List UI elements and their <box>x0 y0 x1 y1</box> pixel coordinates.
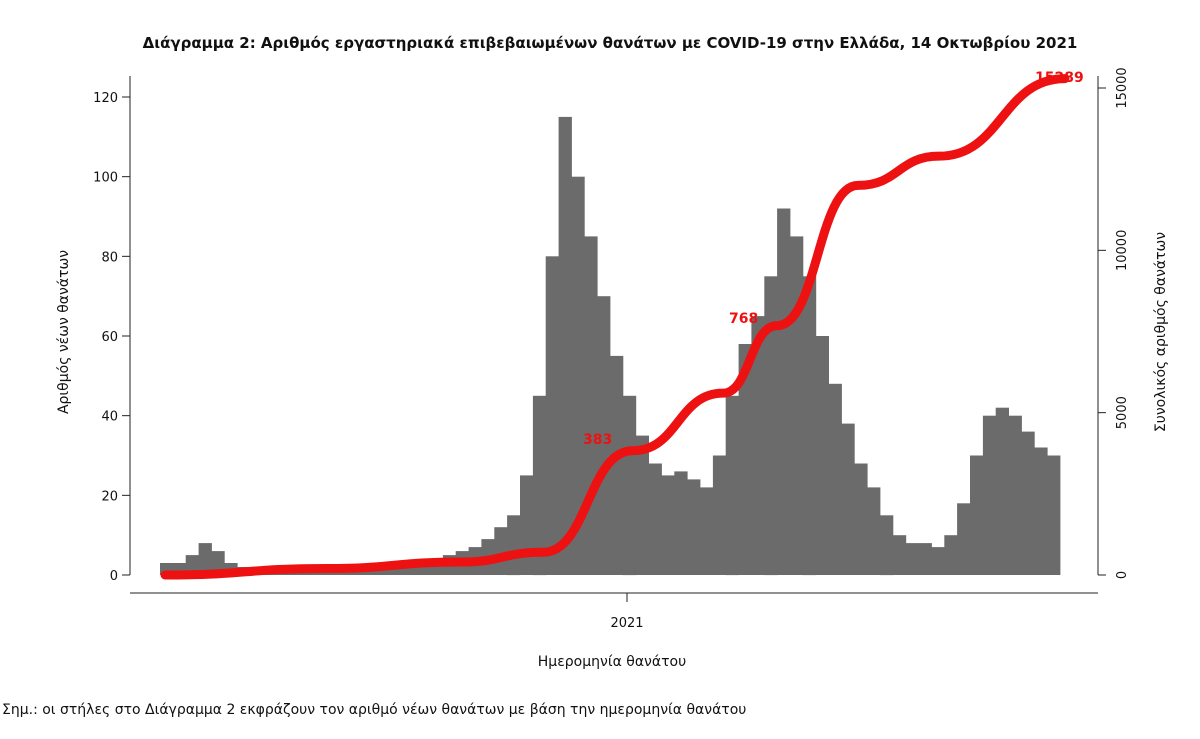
y2-tick-label: 15000 <box>1115 67 1130 108</box>
bar <box>867 487 881 575</box>
chart-title: Διάγραμμα 2: Αριθμός εργαστηριακά επιβεβ… <box>142 34 1078 52</box>
bar <box>790 236 804 575</box>
bar <box>185 555 199 575</box>
bar <box>1021 431 1035 575</box>
bar <box>545 256 559 575</box>
bar <box>944 535 958 575</box>
bar <box>1008 415 1022 575</box>
y-tick-label: 60 <box>101 330 118 345</box>
y-tick-label: 0 <box>110 569 118 584</box>
bar <box>558 116 572 576</box>
bar <box>687 479 701 575</box>
bar <box>738 344 752 575</box>
y-tick-label: 100 <box>93 171 118 186</box>
bar <box>648 463 662 575</box>
bar <box>815 336 829 575</box>
bar <box>661 475 675 575</box>
y2-tick-label: 10000 <box>1115 230 1130 271</box>
bar <box>982 415 997 575</box>
bar <box>995 407 1009 575</box>
annotation-768: 768 <box>729 311 758 327</box>
bar <box>751 316 765 575</box>
bar <box>905 543 919 575</box>
annotation-383: 383 <box>583 432 612 448</box>
y-tick-label: 120 <box>93 91 118 106</box>
bar <box>764 276 778 576</box>
bar <box>828 383 842 575</box>
bar <box>1047 455 1061 575</box>
bar <box>970 455 984 575</box>
bar <box>378 567 392 575</box>
bar <box>507 515 521 576</box>
y2-tick-label: 0 <box>1115 571 1130 579</box>
bar <box>957 503 971 575</box>
bars-group <box>160 116 1061 576</box>
bar <box>712 455 727 575</box>
bar <box>635 435 649 575</box>
y2-tick-label: 5000 <box>1115 396 1130 429</box>
bar <box>674 471 688 575</box>
bar <box>532 395 547 576</box>
bar <box>584 236 598 575</box>
y2-axis-label: Συνολικός αριθμός θανάτων <box>1153 232 1169 432</box>
annotation-15289: 15289 <box>1035 70 1084 86</box>
bar <box>494 527 508 575</box>
bar <box>597 296 611 575</box>
bar <box>520 475 534 575</box>
y-tick-label: 80 <box>101 250 118 265</box>
bar <box>918 543 932 575</box>
x-tick-2021: 2021 <box>610 616 643 631</box>
bar <box>622 395 637 576</box>
y-tick-label: 20 <box>101 489 118 504</box>
bar <box>700 487 714 575</box>
bar <box>802 276 817 576</box>
bar <box>777 208 791 575</box>
bar <box>327 571 341 575</box>
bar <box>610 355 624 575</box>
footnote: Σημ.: οι στήλες στο Διάγραμμα 2 εκφράζου… <box>2 702 747 718</box>
cumulative-line <box>160 74 1070 580</box>
bar <box>1034 447 1048 575</box>
bar <box>841 423 855 575</box>
bar <box>931 547 945 575</box>
bar <box>880 515 894 576</box>
bar <box>725 395 739 576</box>
bar <box>571 176 585 575</box>
bar <box>854 463 868 575</box>
bar <box>198 543 212 575</box>
x-axis-label: Ημερομηνία θανάτου <box>538 654 686 670</box>
bar <box>391 567 405 575</box>
bar <box>892 535 907 575</box>
y-tick-label: 40 <box>101 410 118 425</box>
y-ticks-left: 0 20 40 60 80 100 120 <box>93 91 130 584</box>
y-axis-label: Αριθμός νέων θανάτων <box>56 250 72 414</box>
y-ticks-right: 0 5000 10000 15000 <box>1098 67 1130 579</box>
